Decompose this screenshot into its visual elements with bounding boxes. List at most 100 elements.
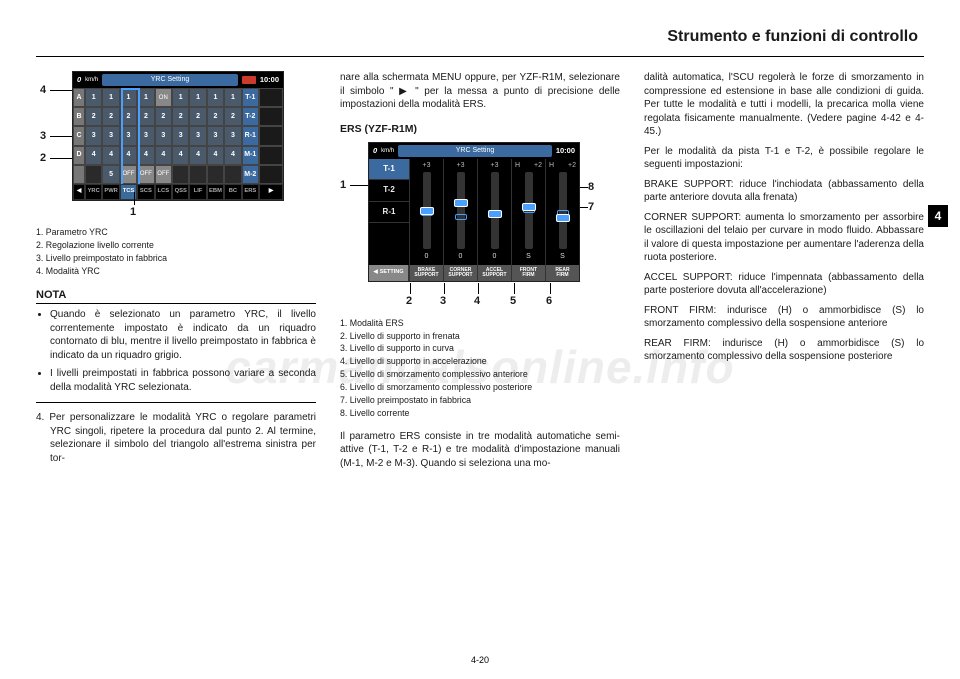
yrc-grid-cell: 2 xyxy=(207,107,224,126)
yrc-grid-cell: 2 xyxy=(85,107,102,126)
step-list: 4. Per personalizzare le modalità YRC o … xyxy=(36,411,316,465)
ers-mode: T-2 xyxy=(369,180,409,202)
yrc-param-label: PWR xyxy=(102,184,119,200)
yrc-grid-cell: 4 xyxy=(189,146,206,165)
callout-line xyxy=(514,283,515,294)
yrc-mode-button: B xyxy=(73,107,85,126)
triangle-right-icon: ▶ xyxy=(259,184,283,200)
yrc-grid-cell: 3 xyxy=(85,126,102,145)
yrc-time: 10:00 xyxy=(260,75,279,85)
ers-speed-unit: km/h xyxy=(381,147,394,155)
yrc-param-label: LIF xyxy=(189,184,206,200)
yrc-grid-cell: 1 xyxy=(85,88,102,107)
callout-line xyxy=(478,283,479,294)
page: Strumento e funzioni di controllo 4 carm… xyxy=(0,0,960,679)
yrc-grid-cell: 4 xyxy=(120,146,137,165)
page-number: 4-20 xyxy=(471,655,489,665)
ers-slider: +30 xyxy=(477,159,511,265)
yrc-grid-cell: 2 xyxy=(172,107,189,126)
figure2-legend: 1. Modalità ERS 2. Livello di supporto i… xyxy=(340,318,620,420)
legend-item: 7. Livello preimpostato in fabbrica xyxy=(340,395,620,407)
legend-item: 3. Livello di supporto in curva xyxy=(340,343,620,355)
yrc-grid-cell: 2 xyxy=(120,107,137,126)
nota-heading: NOTA xyxy=(36,288,316,305)
legend-item: 6. Livello di smorzamento complessivo po… xyxy=(340,382,620,394)
legend-item: 2. Livello di supporto in frenata xyxy=(340,331,620,343)
yrc-grid-cell xyxy=(172,165,189,184)
nota-list: Quando è selezionato un parametro YRC, i… xyxy=(36,308,316,394)
yrc-grid-cell: 3 xyxy=(189,126,206,145)
callout-line xyxy=(50,90,72,91)
ers-sliders: +30+30+30H+2SH+2S xyxy=(409,159,579,265)
legend-item: 3. Livello preimpostato in fabbrica xyxy=(36,253,316,265)
ers-mode-list: T-1T-2R-1 xyxy=(369,159,409,265)
yrc-grid-cell: 4 xyxy=(172,146,189,165)
figure-yrc: 0 km/h YRC Setting 10:00 A1111ON1111T-1B… xyxy=(36,71,316,221)
yrc-mode-button: D xyxy=(73,146,85,165)
ers-slider: H+2S xyxy=(545,159,579,265)
callout-line xyxy=(580,187,588,188)
legend-item: 4. Modalità YRC xyxy=(36,266,316,278)
column-1: 0 km/h YRC Setting 10:00 A1111ON1111T-1B… xyxy=(36,71,316,476)
step-4: 4. Per personalizzare le modalità YRC o … xyxy=(36,411,316,465)
yrc-grid-cell: OFF xyxy=(137,165,154,184)
yrc-param-label: ERS xyxy=(242,184,259,200)
yrc-grid-cell: 3 xyxy=(224,126,241,145)
ers-heading: ERS (YZF-R1M) xyxy=(340,122,620,136)
yrc-param-label: QSS xyxy=(172,184,189,200)
yrc-grid-cell xyxy=(207,165,224,184)
page-title: Strumento e funzioni di controllo xyxy=(36,28,924,46)
callout-line xyxy=(50,158,72,159)
legend-item: 4. Livello di supporto in accelerazione xyxy=(340,356,620,368)
callout-6: 6 xyxy=(546,294,552,309)
yrc-grid-cell: 2 xyxy=(189,107,206,126)
figure1-legend: 1. Parametro YRC 2. Regolazione livello … xyxy=(36,227,316,278)
yrc-grid-cell: T-1 xyxy=(242,88,259,107)
col2-continued: nare alla schermata MENU oppure, per YZF… xyxy=(340,71,620,112)
yrc-grid-cell: 1 xyxy=(120,88,137,107)
yrc-grid-cell: 3 xyxy=(155,126,172,145)
nota-bullet: I livelli preimpostati in fabbrica posso… xyxy=(50,367,316,394)
col3-p: CORNER SUPPORT: aumenta lo smorzamento p… xyxy=(644,211,924,265)
yrc-grid-cell: M-1 xyxy=(242,146,259,165)
yrc-grid-cell: 2 xyxy=(102,107,119,126)
callout-7: 7 xyxy=(588,200,594,215)
ers-mode: T-1 xyxy=(369,159,409,181)
ers-speed: 0 xyxy=(373,146,377,156)
callout-line xyxy=(550,283,551,294)
yrc-grid-cell: 4 xyxy=(85,146,102,165)
column-2: nare alla schermata MENU oppure, per YZF… xyxy=(340,71,620,476)
yrc-grid-cell: 2 xyxy=(155,107,172,126)
yrc-grid-spacer xyxy=(259,146,283,165)
legend-item: 1. Parametro YRC xyxy=(36,227,316,239)
callout-5: 5 xyxy=(510,294,516,309)
col3-p: Per le modalità da pista T-1 e T-2, è po… xyxy=(644,145,924,172)
yrc-grid-cell: 4 xyxy=(137,146,154,165)
ers-setting-label: SETTING xyxy=(380,269,404,276)
callout-line xyxy=(444,283,445,294)
yrc-grid-cell: 4 xyxy=(207,146,224,165)
yrc-title: YRC Setting xyxy=(102,74,238,86)
yrc-grid-cell: ON xyxy=(155,88,172,107)
yrc-grid-cell xyxy=(224,165,241,184)
triangle-left-icon: ◀ xyxy=(73,184,85,200)
chapter-tab: 4 xyxy=(928,205,948,227)
ers-body: T-1T-2R-1 +30+30+30H+2SH+2S xyxy=(369,159,579,265)
yrc-panel: 0 km/h YRC Setting 10:00 A1111ON1111T-1B… xyxy=(72,71,284,201)
callout-3: 3 xyxy=(40,129,46,144)
yrc-grid-cell: 5 xyxy=(102,165,119,184)
callout-line xyxy=(580,207,588,208)
yrc-mode-button: A xyxy=(73,88,85,107)
ers-mode: R-1 xyxy=(369,202,409,224)
yrc-grid-cell: M-2 xyxy=(242,165,259,184)
callout-8: 8 xyxy=(588,180,594,195)
yrc-grid: A1111ON1111T-1B222222222T-2C333333333R-1… xyxy=(73,88,283,184)
yrc-param-label: LCS xyxy=(155,184,172,200)
yrc-speed: 0 xyxy=(77,75,81,85)
figure-ers: 0 km/h YRC Setting 10:00 T-1T-2R-1 +30+3… xyxy=(340,142,620,312)
ers-bottom-row: ◀SETTING BRAKESUPPORTCORNERSUPPORTACCELS… xyxy=(369,265,579,281)
yrc-grid-spacer xyxy=(259,165,283,184)
ers-setting-button: ◀SETTING xyxy=(369,265,409,281)
yrc-grid-cell: 3 xyxy=(172,126,189,145)
yrc-mode-button xyxy=(73,165,85,184)
